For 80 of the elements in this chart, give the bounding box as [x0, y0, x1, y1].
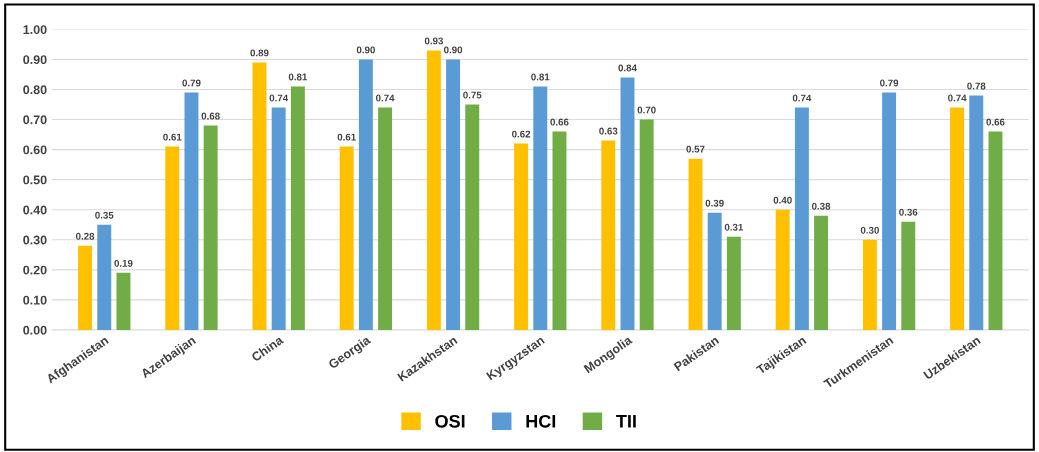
- bar: [882, 92, 897, 330]
- bar: [116, 272, 131, 330]
- data-label: 0.74: [375, 94, 395, 102]
- bar: [203, 125, 218, 330]
- bar: [78, 245, 93, 330]
- y-tick-label: 0.60: [23, 145, 47, 155]
- bar: [601, 140, 616, 330]
- bar: [969, 95, 984, 330]
- bar: [184, 92, 199, 330]
- bar: [290, 86, 305, 330]
- legend-label: OSI: [435, 414, 465, 428]
- data-label: 0.38: [811, 202, 831, 210]
- bar: [794, 107, 809, 330]
- data-label: 0.75: [463, 91, 482, 99]
- data-label: 0.57: [686, 145, 705, 153]
- bar: [688, 158, 703, 330]
- y-tick-label: 0.40: [23, 205, 47, 215]
- y-tick-label: 0.80: [23, 85, 47, 95]
- bar: [620, 77, 635, 330]
- data-label: 0.93: [424, 37, 443, 45]
- legend-label: TII: [616, 415, 636, 428]
- data-label: 0.81: [531, 73, 550, 81]
- data-label: 0.66: [986, 118, 1005, 126]
- bar: [950, 107, 965, 330]
- data-label: 0.70: [637, 106, 656, 114]
- data-label: 0.61: [163, 133, 182, 141]
- data-label: 0.79: [182, 79, 201, 87]
- data-label: 0.84: [618, 64, 637, 72]
- y-tick-label: 0.20: [23, 265, 47, 275]
- bar: [988, 131, 1003, 330]
- data-label: 0.74: [792, 94, 812, 102]
- y-tick-label: 0.70: [23, 115, 47, 125]
- bar: [339, 146, 354, 330]
- bar: [901, 221, 916, 330]
- data-label: 0.19: [114, 259, 133, 267]
- data-label: 0.40: [773, 196, 792, 204]
- legend-label: HCI: [526, 414, 556, 428]
- data-label: 0.81: [288, 73, 308, 81]
- data-label: 0.79: [880, 79, 899, 87]
- bar: [271, 107, 286, 330]
- bar: [426, 50, 441, 330]
- bar: [552, 131, 567, 330]
- bar: [358, 59, 373, 330]
- bar: [514, 143, 529, 330]
- y-tick-label: 0.90: [23, 55, 47, 65]
- bar: [378, 107, 393, 330]
- data-label: 0.68: [201, 112, 220, 120]
- bar: [707, 212, 722, 330]
- bar: [252, 62, 267, 330]
- data-label: 0.35: [95, 211, 114, 219]
- data-label: 0.74: [948, 94, 967, 102]
- data-label: 0.28: [76, 232, 95, 240]
- data-label: 0.74: [269, 94, 289, 102]
- data-label: 0.36: [899, 208, 918, 216]
- bar: [639, 119, 654, 330]
- data-label: 0.89: [250, 49, 269, 57]
- data-label: 0.31: [724, 223, 744, 231]
- data-label: 0.30: [860, 226, 879, 234]
- bar: [775, 209, 790, 330]
- data-label: 0.90: [356, 46, 375, 54]
- y-tick-label: 1.00: [23, 25, 47, 35]
- data-label: 0.61: [337, 133, 356, 141]
- data-label: 0.39: [705, 199, 724, 207]
- y-tick-label: 0.50: [23, 175, 47, 185]
- data-label: 0.66: [550, 118, 569, 126]
- bar: [862, 239, 877, 330]
- bar: [726, 236, 741, 330]
- data-label: 0.90: [444, 46, 463, 54]
- data-label: 0.78: [967, 82, 986, 90]
- y-tick-label: 0.30: [23, 235, 47, 245]
- bar: [446, 59, 461, 330]
- bar: [165, 146, 180, 330]
- bar: [97, 224, 112, 330]
- bar: [533, 86, 548, 330]
- bar: [814, 215, 829, 330]
- data-label: 0.63: [599, 127, 618, 135]
- data-label: 0.62: [512, 130, 531, 138]
- bar: [465, 104, 480, 330]
- y-tick-label: 0.00: [23, 325, 47, 335]
- y-tick-label: 0.10: [23, 295, 47, 305]
